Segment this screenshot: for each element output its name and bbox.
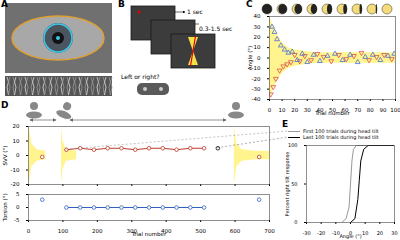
svg-text:10: 10 [279,107,286,113]
html-text:D: D [1,100,9,110]
svg-text:90: 90 [379,107,386,113]
svg-text:0: 0 [294,219,297,225]
html-text:C: C [246,0,253,9]
svg-text:30: 30 [304,107,311,113]
svg-text:10: 10 [254,44,261,50]
svg-text:10: 10 [13,138,20,144]
svg-text:-20: -20 [252,76,261,82]
svg-text:20: 20 [291,107,298,113]
svg-text:80: 80 [367,107,374,113]
svg-text:Percent right tilt response: Percent right tilt response [284,152,291,217]
svg-text:0: 0 [27,228,31,234]
svg-text:Trial number: Trial number [314,110,350,116]
svg-text:-40: -40 [252,96,261,102]
html-text:B: B [118,0,125,9]
svg-text:0.3-1.5 sec: 0.3-1.5 sec [199,25,232,32]
svg-text:-30: -30 [302,230,310,236]
svg-text:700: 700 [264,228,275,234]
svg-text:400: 400 [161,228,172,235]
svg-text:-10: -10 [11,167,20,173]
svg-text:-10: -10 [331,230,340,237]
svg-text:20: 20 [254,34,261,40]
svg-text:0: 0 [16,152,20,158]
svg-text:200: 200 [92,228,103,234]
svg-text:Trial number: Trial number [131,231,167,237]
svg-text:Angle (°): Angle (°) [339,233,361,240]
svg-text:-5: -5 [14,217,20,223]
svg-text:0: 0 [268,107,272,113]
svg-text:-20: -20 [317,230,325,236]
html-text:A: A [1,0,8,9]
svg-text:-10: -10 [251,65,261,72]
svg-text:100: 100 [288,142,298,148]
svg-text:5: 5 [16,191,20,197]
svg-text:0: 0 [16,204,20,210]
svg-text:100: 100 [58,228,69,234]
svg-text:50: 50 [291,181,297,187]
svg-text:40: 40 [254,13,261,19]
svg-text:10: 10 [362,230,368,236]
svg-text:Angle (°): Angle (°) [247,46,254,70]
svg-text:600: 600 [230,228,241,234]
svg-text:-20: -20 [11,181,20,187]
svg-text:20: 20 [13,123,20,129]
svg-text:30: 30 [254,24,261,30]
svg-text:Left or right?: Left or right? [121,73,160,81]
html-text:Last 100 trials during head ti: Last 100 trials during head tilt [303,134,379,140]
svg-text:70: 70 [354,107,361,113]
html-text:First 100 trials during head t: First 100 trials during head tilt [303,128,379,134]
html-text:E: E [282,119,289,129]
svg-text:500: 500 [195,228,206,234]
svg-text:0: 0 [257,55,261,61]
svg-text:-30: -30 [252,86,261,92]
svg-text:100: 100 [390,107,400,113]
svg-text:Torsion (°): Torsion (°) [2,193,8,222]
svg-text:20: 20 [377,230,383,236]
svg-text:30: 30 [391,230,397,236]
svg-text:1 sec: 1 sec [187,8,203,15]
svg-text:SVV (°): SVV (°) [2,146,8,166]
